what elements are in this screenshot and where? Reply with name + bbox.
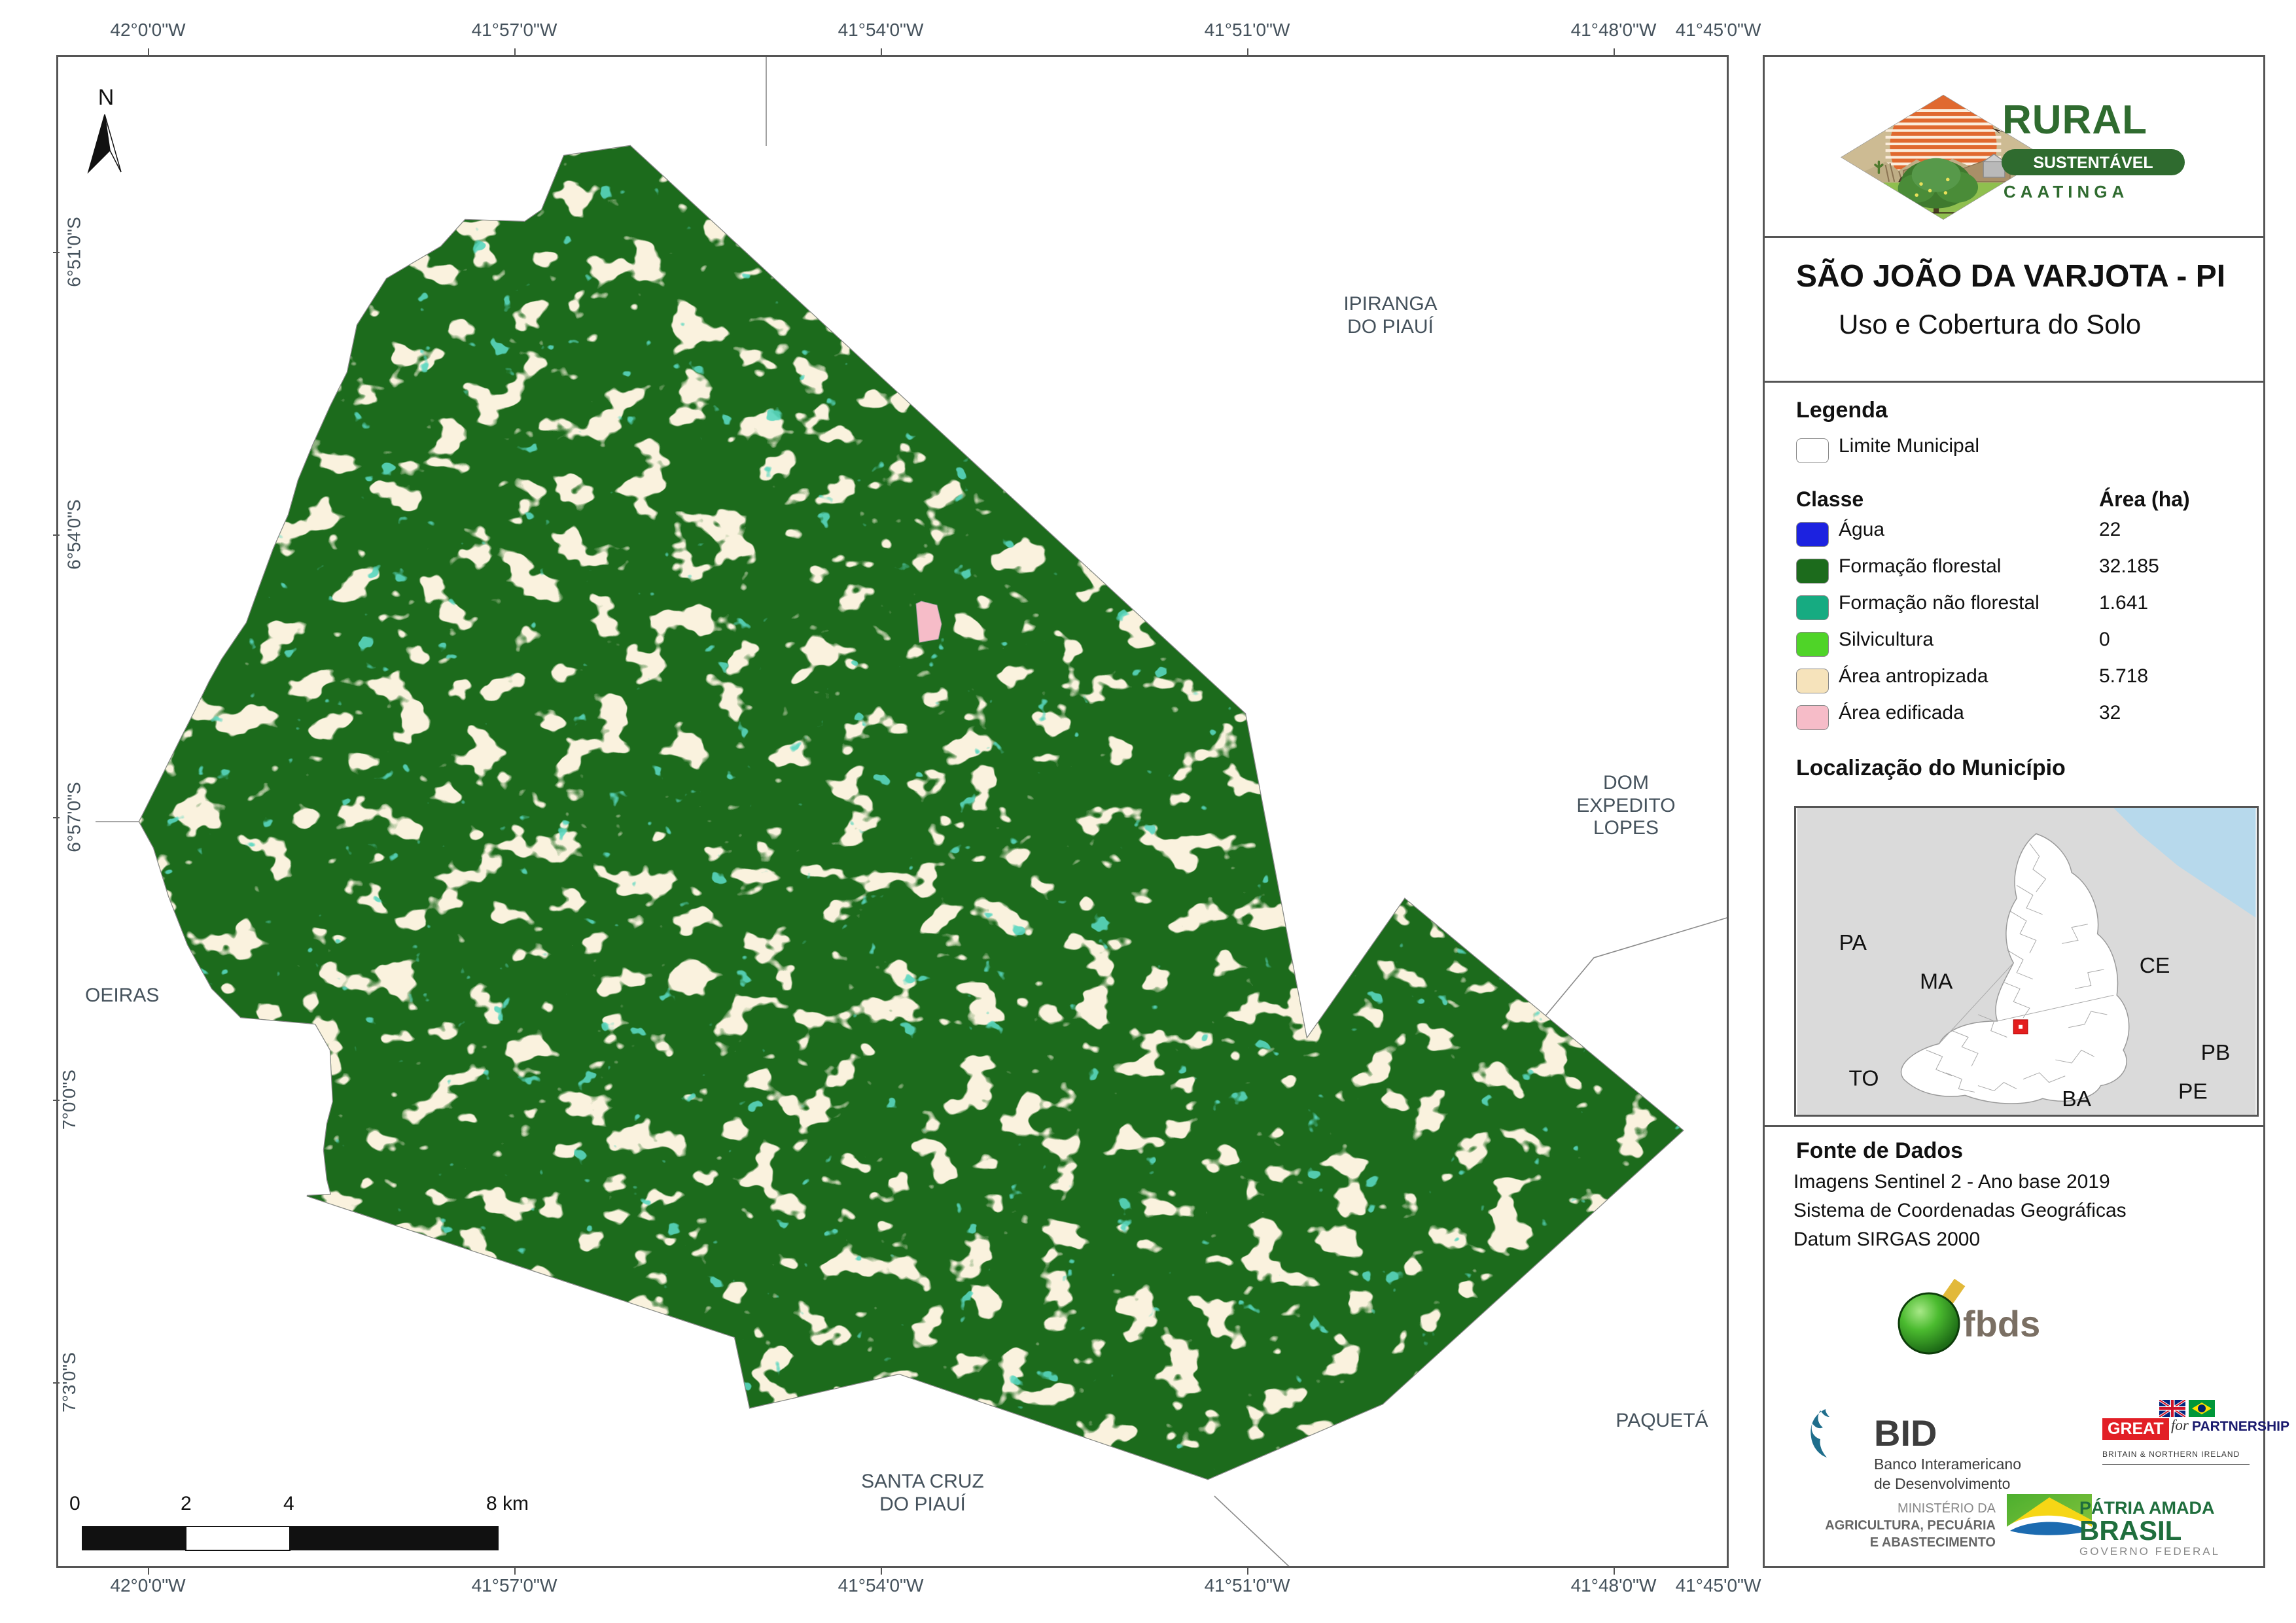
svg-text:TO: TO: [1848, 1067, 1879, 1091]
svg-text:N: N: [98, 85, 115, 110]
svg-text:SUSTENTÁVEL: SUSTENTÁVEL: [2033, 153, 2153, 172]
svg-text:PB: PB: [2201, 1041, 2231, 1065]
svg-text:fbds: fbds: [1963, 1303, 2040, 1344]
svg-text:CE: CE: [2140, 954, 2170, 978]
svg-text:BA: BA: [2062, 1087, 2091, 1111]
svg-text:MA: MA: [1920, 969, 1953, 994]
svg-text:PA: PA: [1839, 931, 1867, 955]
svg-text:PE: PE: [2178, 1079, 2208, 1104]
